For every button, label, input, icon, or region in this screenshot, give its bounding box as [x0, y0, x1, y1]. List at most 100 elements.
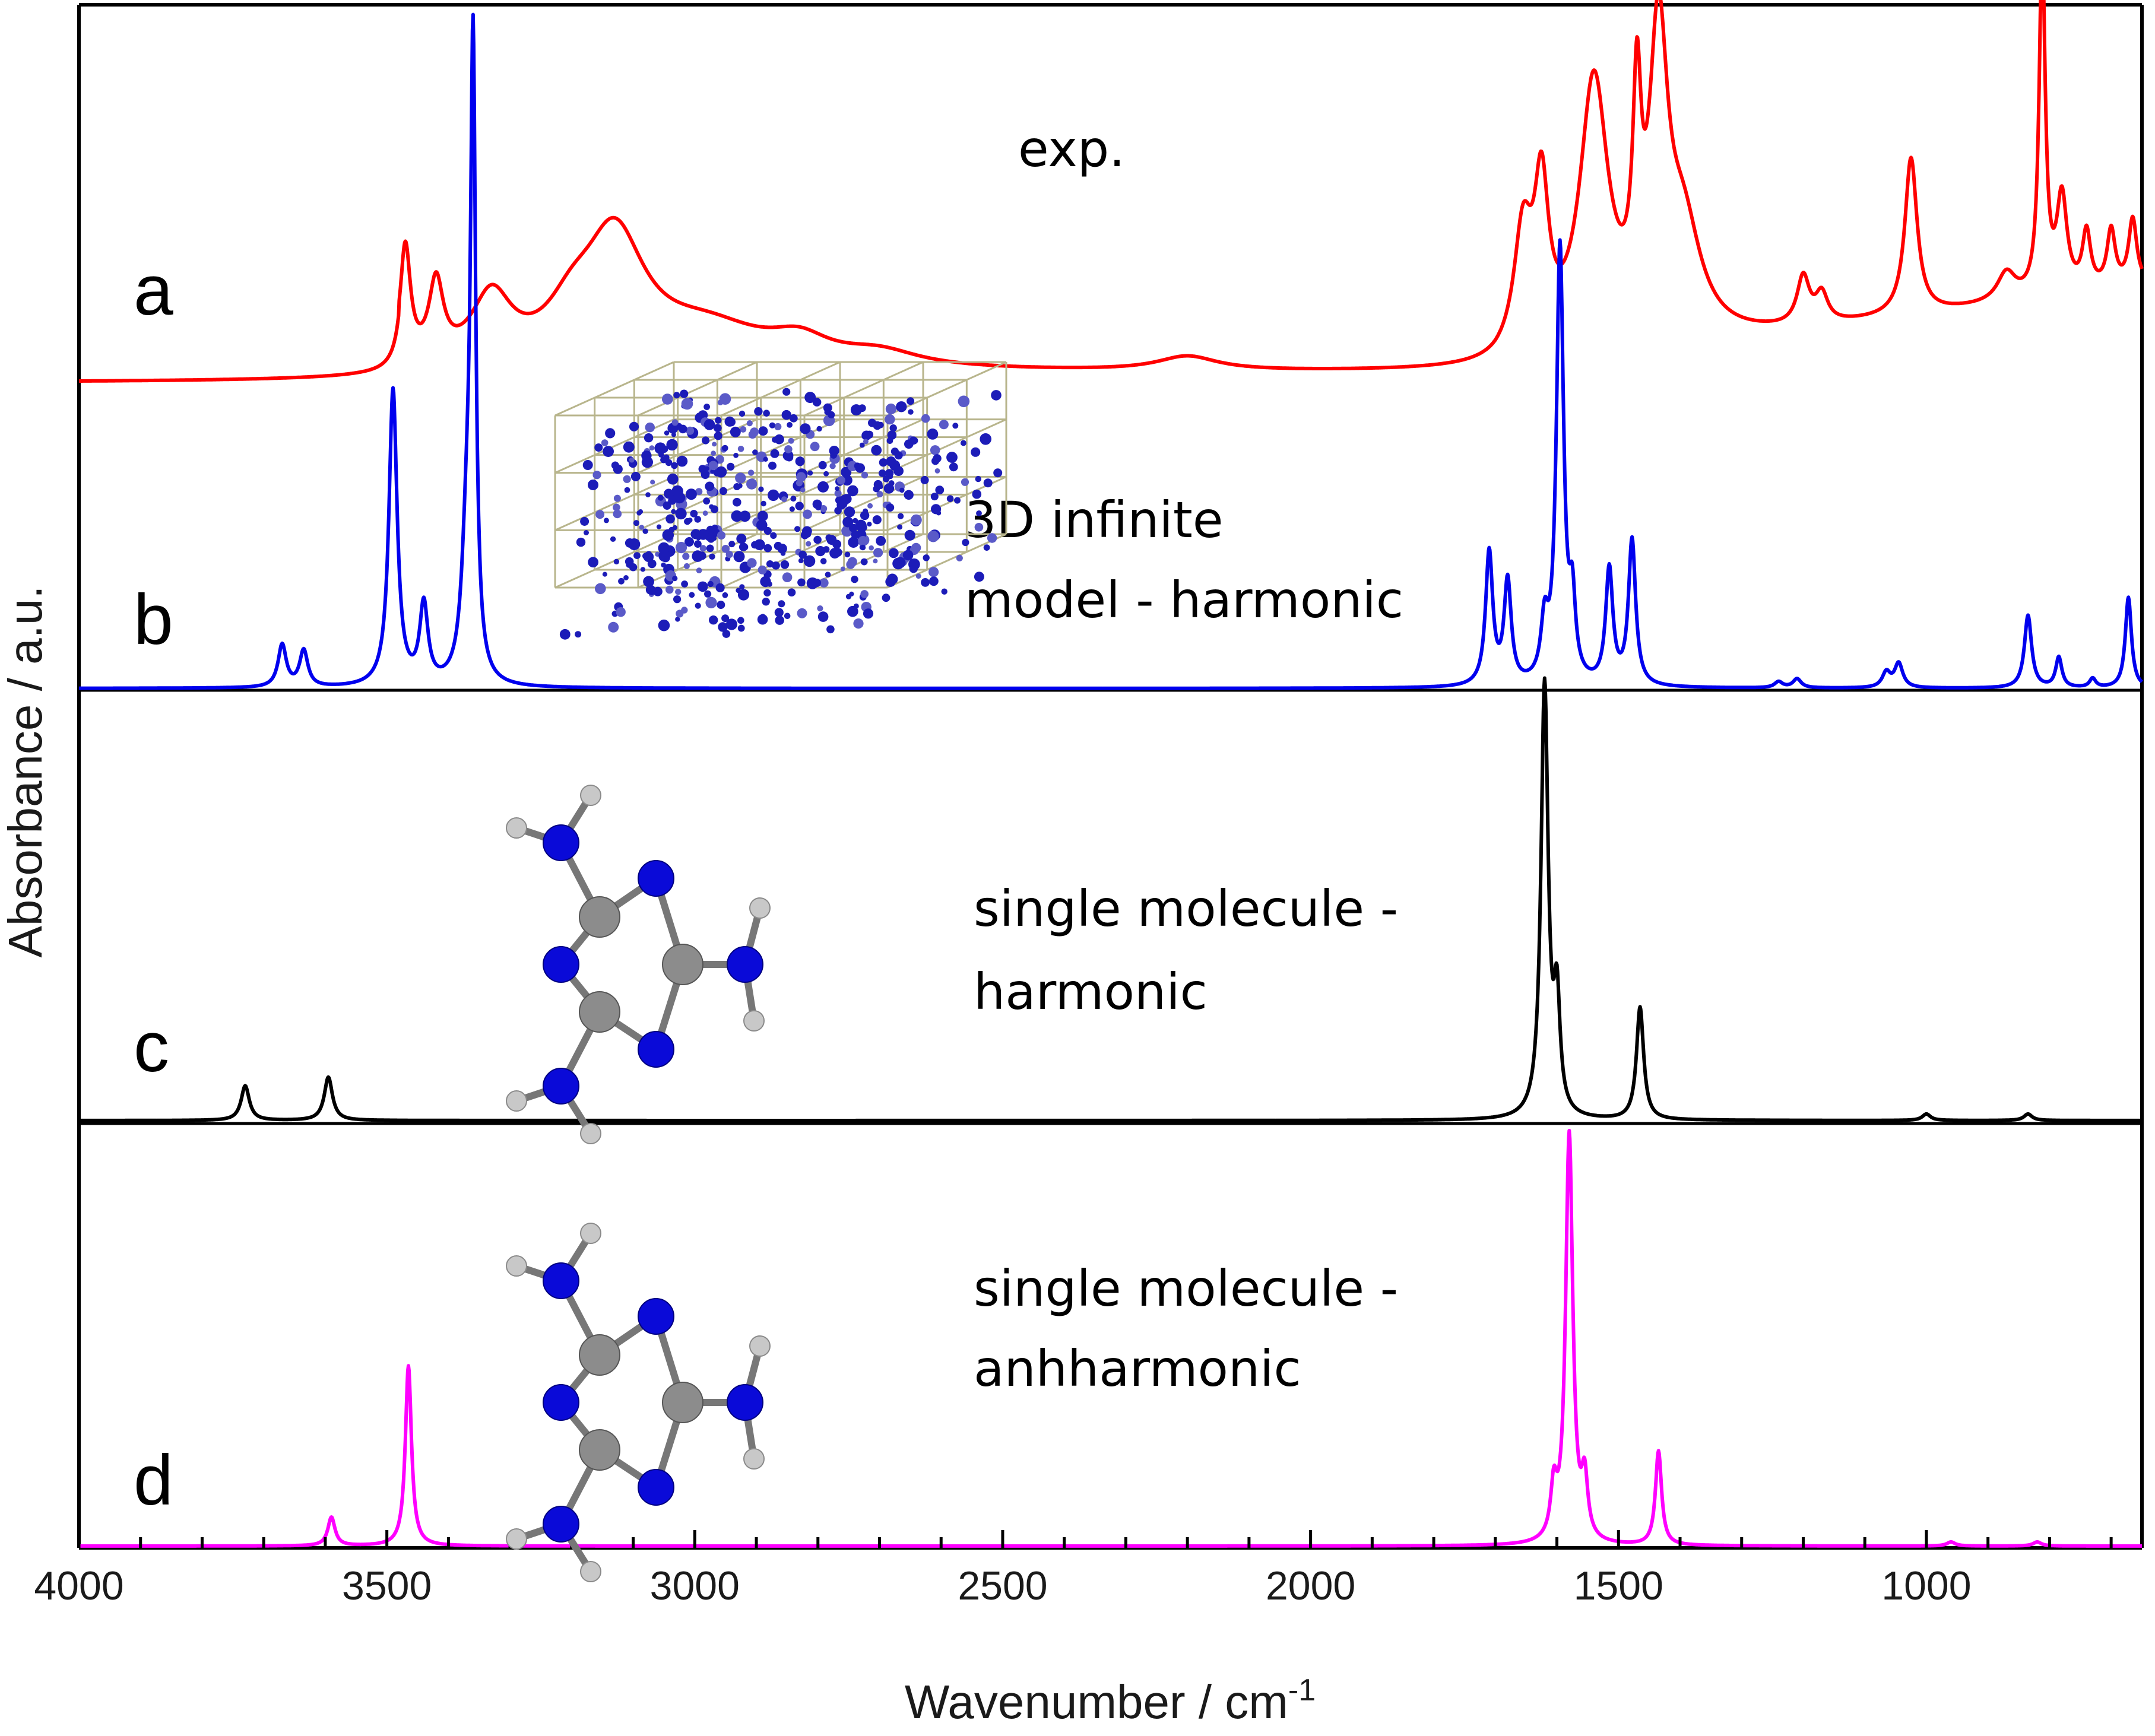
- lattice-atom: [813, 579, 822, 587]
- lattice-atom: [882, 594, 890, 602]
- lattice-atom: [711, 535, 717, 541]
- lattice-atom: [628, 538, 641, 550]
- lattice-atom: [582, 460, 593, 470]
- hydrogen-atom: [580, 1223, 601, 1244]
- lattice-atom: [731, 510, 743, 522]
- lattice-atom: [921, 414, 930, 423]
- lattice-atom: [763, 456, 768, 462]
- lattice-atom: [699, 545, 706, 552]
- lattice-atom: [781, 410, 792, 420]
- lattice-atom: [719, 487, 727, 496]
- lattice-atom: [861, 471, 869, 479]
- x-axis-label-text: Wavenumber / cm: [905, 1675, 1288, 1728]
- nitrogen-atom: [638, 860, 674, 897]
- lattice-atom: [780, 551, 786, 556]
- lattice-atom: [724, 416, 735, 427]
- crystal-lattice-illustration: [554, 361, 1007, 640]
- lattice-atom: [686, 426, 695, 435]
- lattice-atom: [580, 517, 590, 526]
- lattice-atom: [704, 590, 712, 598]
- lattice-atom: [882, 475, 890, 483]
- lattice-atom: [664, 430, 670, 436]
- lattice-atom: [613, 503, 620, 512]
- carbon-atom: [579, 991, 620, 1033]
- panel-letter-c: c: [134, 1007, 169, 1087]
- lattice-atom: [697, 581, 708, 592]
- lattice-atom: [681, 398, 693, 410]
- nitrogen-atom: [543, 1262, 579, 1299]
- lattice-atom: [830, 452, 837, 459]
- lattice-atom: [886, 573, 898, 585]
- lattice-atom: [766, 581, 772, 587]
- lattice-atom: [737, 624, 745, 632]
- hydrogen-atom: [506, 817, 527, 839]
- lattice-atom: [976, 510, 982, 516]
- lattice-atom: [613, 509, 622, 519]
- annotation-d-line2: anhharmonic: [974, 1340, 1301, 1398]
- lattice-atom: [847, 485, 858, 497]
- lattice-atom: [820, 505, 828, 512]
- lattice-atom: [629, 457, 635, 463]
- trace-a: [78, 0, 2144, 383]
- annotation-d-line1: single molecule -: [974, 1259, 1398, 1318]
- lattice-atom: [806, 541, 812, 547]
- nitrogen-atom: [638, 1469, 674, 1506]
- lattice-atom: [671, 485, 683, 497]
- lattice-atom: [865, 430, 874, 439]
- lattice-atom: [836, 476, 845, 485]
- lattice-atom: [624, 487, 630, 493]
- lattice-atom: [974, 572, 984, 582]
- lattice-atom: [675, 617, 680, 622]
- lattice-atom: [665, 514, 675, 524]
- lattice-atom: [603, 446, 614, 457]
- lattice-atom: [735, 472, 746, 484]
- lattice-atom: [930, 445, 940, 455]
- lattice-atom: [818, 461, 827, 469]
- lattice-atom: [902, 550, 914, 561]
- carbon-atom: [579, 1334, 620, 1376]
- lattice-atom: [665, 585, 674, 594]
- lattice-atom: [623, 575, 629, 580]
- x-axis-label: Wavenumber / cm-1: [905, 1673, 1316, 1728]
- lattice-atom: [722, 445, 728, 452]
- hydrogen-atom: [506, 1528, 527, 1550]
- lattice-atom: [672, 525, 678, 531]
- lattice-atom: [715, 417, 722, 424]
- nitrogen-atom: [543, 1068, 579, 1105]
- lattice-atom: [795, 502, 804, 510]
- lattice-atom: [666, 439, 678, 451]
- lattice-atom: [975, 475, 982, 483]
- lattice-atom: [768, 461, 777, 470]
- lattice-atom: [847, 557, 857, 567]
- lattice-atom: [713, 469, 721, 477]
- lattice-atom: [840, 566, 845, 572]
- lattice-atom: [980, 433, 991, 445]
- lattice-atom: [769, 422, 775, 429]
- lattice-atom: [763, 544, 772, 553]
- lattice-atom: [787, 422, 793, 428]
- lattice-atom: [844, 551, 851, 558]
- lattice-atom: [680, 389, 689, 398]
- lattice-atom: [785, 453, 794, 462]
- trace-d: [78, 1129, 2143, 1548]
- nitrogen-atom: [727, 946, 763, 983]
- annotation-b-line2: model - harmonic: [965, 571, 1403, 629]
- lattice-atom: [987, 533, 997, 543]
- lattice-atom: [608, 621, 619, 633]
- spectra-traces: [78, 0, 2144, 1548]
- lattice-atom: [623, 475, 631, 483]
- lattice-atom: [672, 576, 678, 582]
- lattice-atom: [789, 414, 798, 423]
- lattice-atom: [962, 538, 969, 547]
- lattice-atom: [908, 558, 920, 570]
- lattice-atom: [658, 452, 664, 458]
- lattice-atom: [650, 480, 655, 485]
- nitrogen-atom: [727, 1384, 763, 1421]
- trace-c: [78, 676, 2143, 1122]
- lattice-atom: [869, 545, 874, 551]
- lattice-atom: [722, 592, 728, 598]
- lattice-atom: [954, 497, 961, 504]
- nitrogen-atom: [543, 1384, 579, 1421]
- lattice-atom: [603, 518, 609, 523]
- lattice-atom: [709, 615, 718, 625]
